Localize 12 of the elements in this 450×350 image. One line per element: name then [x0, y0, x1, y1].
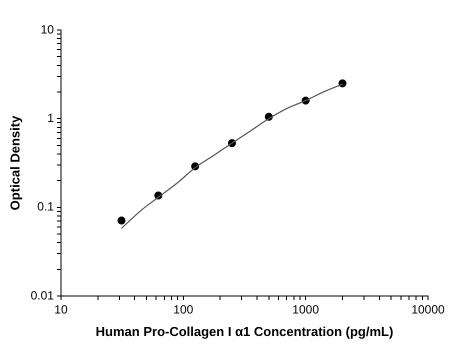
x-tick-label: 1000	[292, 302, 320, 317]
y-tick-label: 1	[47, 110, 54, 125]
y-axis-title: Optical Density	[7, 114, 22, 210]
point	[118, 216, 126, 225]
x-tick-label: 100	[173, 302, 194, 317]
x-tick-label: 10000	[411, 302, 446, 317]
y-tick-label: 0.01	[30, 288, 54, 302]
y-tick-label: 0.1	[37, 200, 54, 214]
x-tick-label: 10	[54, 302, 68, 317]
x-axis-title: Human Pro-Collagen I α1 Concentration (pg/mL)	[96, 324, 394, 339]
point	[338, 79, 346, 88]
y-tick-label: 10	[40, 22, 54, 36]
